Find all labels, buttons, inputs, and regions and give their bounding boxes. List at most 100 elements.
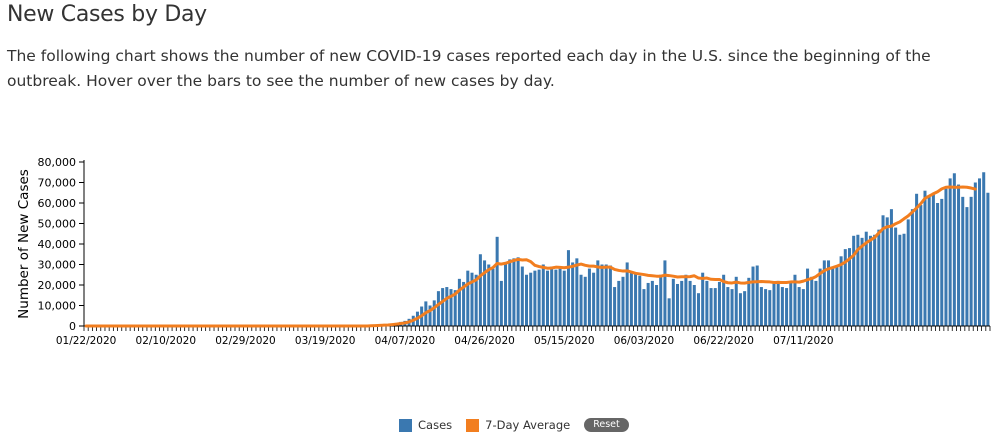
case-bar[interactable]	[688, 280, 692, 326]
case-bar[interactable]	[575, 258, 579, 326]
case-bar[interactable]	[738, 293, 742, 326]
case-bar[interactable]	[449, 289, 453, 326]
case-bar[interactable]	[604, 264, 608, 327]
case-bar[interactable]	[571, 262, 575, 326]
case-bar[interactable]	[780, 287, 784, 326]
case-bar[interactable]	[889, 209, 893, 326]
average-legend-swatch[interactable]	[466, 418, 480, 432]
case-bar[interactable]	[520, 266, 524, 326]
case-bar[interactable]	[487, 264, 491, 327]
case-bar[interactable]	[495, 236, 499, 326]
case-bar[interactable]	[474, 274, 478, 326]
case-bar[interactable]	[508, 259, 512, 327]
case-bar[interactable]	[436, 291, 440, 326]
case-bar[interactable]	[894, 227, 898, 326]
case-bar[interactable]	[831, 266, 835, 326]
case-bar[interactable]	[533, 270, 537, 326]
case-bar[interactable]	[705, 280, 709, 326]
case-bar[interactable]	[776, 280, 780, 326]
case-bar[interactable]	[827, 260, 831, 326]
case-bar[interactable]	[839, 256, 843, 326]
case-bar[interactable]	[696, 293, 700, 326]
case-bar[interactable]	[717, 281, 721, 326]
case-bar[interactable]	[881, 215, 885, 326]
case-bar[interactable]	[852, 235, 856, 326]
case-bar[interactable]	[927, 196, 931, 326]
case-bar[interactable]	[818, 268, 822, 326]
reset-button[interactable]: Reset	[584, 418, 629, 432]
case-bar[interactable]	[663, 260, 667, 326]
case-bar[interactable]	[504, 262, 508, 326]
case-bar[interactable]	[617, 280, 621, 326]
case-bar[interactable]	[441, 288, 445, 326]
case-bar[interactable]	[814, 280, 818, 326]
case-bar[interactable]	[566, 250, 570, 326]
case-bar[interactable]	[667, 298, 671, 326]
case-bar[interactable]	[550, 266, 554, 326]
case-bar[interactable]	[655, 285, 659, 326]
case-bar[interactable]	[948, 178, 952, 326]
case-bar[interactable]	[512, 258, 516, 326]
case-bar[interactable]	[646, 282, 650, 326]
case-bar[interactable]	[751, 266, 755, 326]
case-bar[interactable]	[973, 182, 977, 327]
case-bar[interactable]	[923, 190, 927, 326]
case-bar[interactable]	[587, 268, 591, 326]
case-bar[interactable]	[692, 285, 696, 326]
case-bar[interactable]	[545, 270, 549, 326]
case-bar[interactable]	[898, 234, 902, 326]
case-bar[interactable]	[843, 249, 847, 327]
case-bar[interactable]	[759, 287, 763, 326]
case-bar[interactable]	[709, 288, 713, 326]
case-bar[interactable]	[583, 276, 587, 326]
case-bar[interactable]	[466, 270, 470, 326]
case-bar[interactable]	[847, 248, 851, 326]
case-bar[interactable]	[965, 207, 969, 326]
case-bar[interactable]	[885, 217, 889, 326]
case-bar[interactable]	[801, 289, 805, 326]
case-bar[interactable]	[579, 274, 583, 326]
case-bar[interactable]	[810, 276, 814, 326]
average-legend-label[interactable]: 7-Day Average	[485, 418, 571, 432]
case-bar[interactable]	[650, 280, 654, 326]
case-bar[interactable]	[864, 231, 868, 326]
case-bar[interactable]	[952, 173, 956, 326]
case-bar[interactable]	[961, 196, 965, 326]
case-bar[interactable]	[554, 269, 558, 327]
case-bar[interactable]	[877, 229, 881, 326]
case-bar[interactable]	[986, 192, 990, 326]
case-bar[interactable]	[629, 272, 633, 326]
case-bar[interactable]	[432, 300, 436, 327]
case-bar[interactable]	[428, 305, 432, 327]
case-bar[interactable]	[483, 260, 487, 326]
case-bar[interactable]	[860, 237, 864, 326]
case-bar[interactable]	[659, 274, 663, 326]
case-bar[interactable]	[793, 274, 797, 326]
case-bar[interactable]	[730, 289, 734, 326]
case-bar[interactable]	[613, 287, 617, 326]
case-bar[interactable]	[747, 277, 751, 326]
case-bar[interactable]	[978, 178, 982, 326]
cases-legend-label[interactable]: Cases	[418, 418, 453, 432]
case-bar[interactable]	[499, 280, 503, 326]
case-bar[interactable]	[906, 219, 910, 326]
case-bar[interactable]	[931, 192, 935, 326]
case-bar[interactable]	[625, 262, 629, 326]
case-bar[interactable]	[806, 268, 810, 326]
case-bar[interactable]	[940, 198, 944, 326]
case-bar[interactable]	[529, 272, 533, 326]
case-bar[interactable]	[516, 257, 520, 326]
case-bar[interactable]	[789, 281, 793, 326]
case-bar[interactable]	[491, 268, 495, 326]
case-bar[interactable]	[726, 287, 730, 326]
case-bar[interactable]	[608, 265, 612, 326]
case-bar[interactable]	[525, 274, 529, 326]
case-bar[interactable]	[982, 172, 986, 326]
case-bar[interactable]	[537, 269, 541, 327]
case-bar[interactable]	[558, 268, 562, 326]
case-bar[interactable]	[910, 209, 914, 326]
case-bar[interactable]	[684, 274, 688, 326]
case-bar[interactable]	[462, 281, 466, 326]
case-bar[interactable]	[822, 260, 826, 326]
case-bar[interactable]	[856, 234, 860, 326]
